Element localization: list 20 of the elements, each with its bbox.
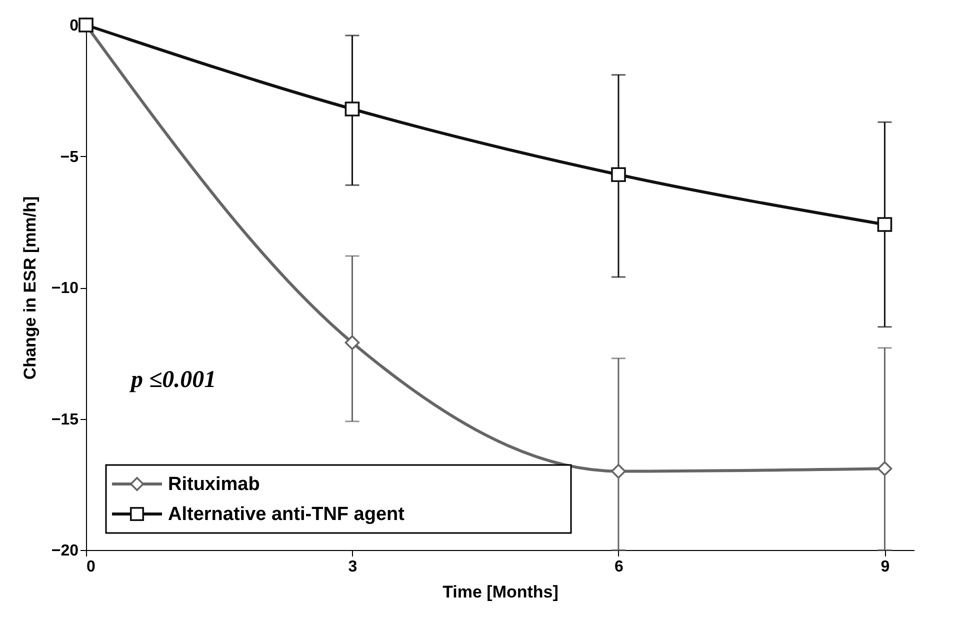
- annotation: p ≤0.001: [129, 367, 216, 393]
- legend-label: Rituximab: [168, 474, 260, 495]
- point: [344, 102, 360, 116]
- legend-label: Alternative anti-TNF agent: [168, 504, 406, 525]
- point: [344, 335, 360, 350]
- point: [877, 461, 892, 476]
- y-tick-label: −5: [60, 148, 79, 166]
- x-tick-label: 9: [880, 558, 890, 576]
- point: [611, 464, 626, 479]
- x-tick-label: 0: [86, 558, 96, 576]
- x-axis-title: Time [Months]: [442, 582, 558, 602]
- point: [611, 167, 626, 182]
- y-tick-label: −15: [51, 411, 79, 428]
- x-tick-label: 6: [614, 558, 624, 576]
- y-tick-label: −10: [51, 280, 79, 297]
- point: [877, 217, 892, 232]
- y-tick-label: −20: [51, 542, 79, 560]
- y-tick-label: 0: [70, 18, 79, 34]
- y-axis-title: Change in ESR [mm/h]: [20, 196, 40, 380]
- x-tick-label: 3: [348, 558, 358, 576]
